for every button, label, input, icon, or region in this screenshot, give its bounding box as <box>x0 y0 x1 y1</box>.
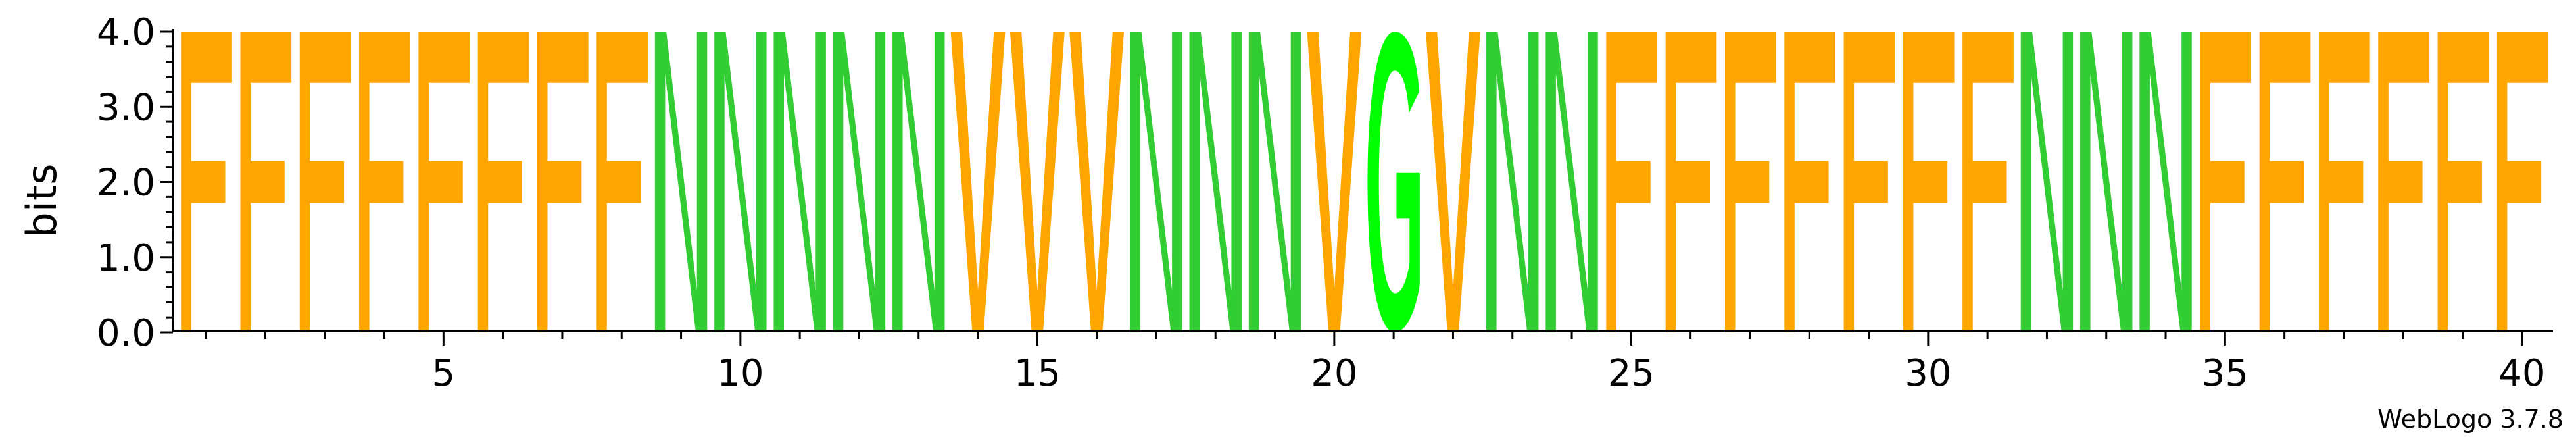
logo-letter-N-pos-18 <box>1189 32 1242 333</box>
logo-letter-N-pos-34 <box>2139 32 2192 333</box>
logo-letter-F-pos-38 <box>2378 32 2429 333</box>
logo-letter-V-pos-16 <box>1069 32 1125 333</box>
x-axis: 5 10 15 20 25 30 35 40 <box>173 330 2553 395</box>
logo-letter-F-pos-8 <box>596 32 648 333</box>
logo-letter-F-pos-28 <box>1784 32 1835 333</box>
logo-letter-F-pos-30 <box>1903 32 1955 333</box>
logo-letter-F-pos-31 <box>1962 32 2014 333</box>
logo-stacks <box>181 32 2548 333</box>
logo-letter-N-pos-23 <box>1486 32 1539 333</box>
y-axis: 0.0 1.0 2.0 3.0 4.0 <box>97 11 174 355</box>
logo-letter-F-pos-3 <box>299 32 351 333</box>
y-tick-label: 1.0 <box>97 237 155 280</box>
logo-letter-F-pos-37 <box>2318 32 2370 333</box>
logo-letter-N-pos-32 <box>2020 32 2074 333</box>
x-tick-label: 20 <box>1311 352 1357 395</box>
logo-letter-F-pos-6 <box>477 32 529 333</box>
logo-letter-F-pos-4 <box>359 32 410 333</box>
logo-letter-N-pos-33 <box>2080 32 2133 333</box>
logo-letter-N-pos-19 <box>1248 32 1301 333</box>
y-tick-label: 0.0 <box>97 312 155 355</box>
logo-letter-V-pos-20 <box>1307 32 1362 333</box>
logo-letter-N-pos-17 <box>1130 32 1182 333</box>
logo-letter-F-pos-5 <box>418 32 470 333</box>
logo-letter-F-pos-26 <box>1665 32 1717 333</box>
logo-letter-F-pos-39 <box>2437 32 2489 333</box>
logo-letter-V-pos-15 <box>1009 32 1065 333</box>
logo-letter-F-pos-29 <box>1843 32 1895 333</box>
x-tick-label: 5 <box>432 352 456 395</box>
logo-letter-N-pos-13 <box>892 32 945 333</box>
logo-letter-F-pos-7 <box>537 32 589 333</box>
logo-letter-N-pos-10 <box>714 32 767 333</box>
x-tick-label: 30 <box>1905 352 1951 395</box>
logo-letter-N-pos-11 <box>773 32 826 333</box>
y-tick-label: 4.0 <box>97 11 155 54</box>
logo-letter-F-pos-35 <box>2200 32 2252 333</box>
x-tick-label: 40 <box>2498 352 2545 395</box>
logo-letter-N-pos-9 <box>654 32 708 333</box>
logo-letter-F-pos-25 <box>1606 32 1658 333</box>
logo-letter-F-pos-1 <box>181 32 232 333</box>
weblogo-credit: WebLogo 3.7.8 <box>2377 405 2564 434</box>
logo-letter-F-pos-36 <box>2259 32 2311 333</box>
logo-letter-F-pos-2 <box>240 32 292 333</box>
logo-letter-F-pos-40 <box>2496 32 2548 333</box>
logo-letter-G-pos-21 <box>1367 32 1420 333</box>
logo-letter-V-pos-14 <box>950 32 1006 333</box>
x-tick-label: 35 <box>2202 352 2248 395</box>
x-tick-label: 10 <box>717 352 764 395</box>
logo-letter-F-pos-27 <box>1724 32 1776 333</box>
x-tick-label: 15 <box>1014 352 1061 395</box>
y-tick-label: 2.0 <box>97 162 155 205</box>
y-axis-label: bits <box>18 163 66 238</box>
logo-letter-V-pos-22 <box>1426 32 1480 333</box>
logo-letter-N-pos-24 <box>1545 32 1598 333</box>
x-tick-label: 25 <box>1608 352 1655 395</box>
y-tick-label: 3.0 <box>97 86 155 129</box>
logo-letter-N-pos-12 <box>833 32 886 333</box>
